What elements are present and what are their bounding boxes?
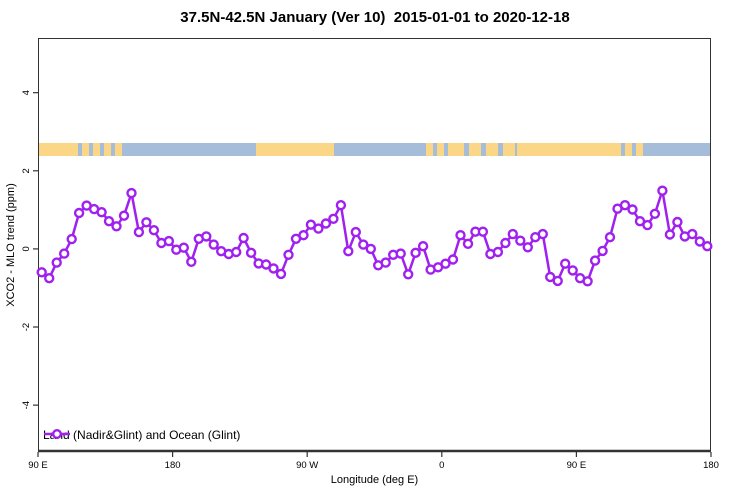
data-point-marker [403, 269, 414, 280]
data-point-marker [313, 223, 324, 234]
data-point-marker [96, 206, 107, 218]
legend: Land (Nadir&Glint) and Ocean (Glint) [43, 428, 240, 442]
band-segment-land [256, 143, 335, 156]
data-point-marker [410, 247, 421, 259]
data-point-marker [395, 248, 406, 259]
data-point-marker [492, 246, 504, 258]
data-point-marker [73, 207, 85, 219]
data-point-marker [440, 258, 451, 269]
data-point-marker [103, 215, 115, 227]
data-point-marker [111, 221, 122, 232]
y-tick-label: 2 [21, 168, 32, 173]
x-tick-label: 180 [165, 460, 181, 471]
data-point-marker [58, 248, 70, 259]
data-point-marker [230, 246, 242, 258]
data-point-marker [163, 235, 175, 247]
x-tick-label: 180 [703, 460, 719, 471]
data-point-marker [522, 242, 533, 253]
data-point-marker [305, 219, 317, 230]
data-point-marker [118, 210, 130, 221]
data-point-marker [597, 245, 608, 257]
y-tick-label: -2 [21, 323, 32, 331]
data-point-marker [141, 217, 152, 228]
x-tick-label: 90 W [296, 460, 318, 471]
data-point-marker [649, 208, 661, 220]
data-point-marker [702, 240, 713, 252]
data-point-marker [664, 229, 676, 240]
data-point-marker [477, 226, 489, 237]
data-point-marker [455, 229, 466, 241]
x-tick-label: 90 E [567, 460, 587, 471]
data-point-marker [44, 273, 55, 284]
x-tick-label: 0 [439, 460, 444, 471]
legend-label: Land (Nadir&Glint) and Ocean (Glint) [43, 428, 241, 442]
data-point-marker [133, 226, 145, 238]
land-ocean-map-band [38, 143, 711, 156]
data-point-marker [343, 245, 354, 257]
band-segment-land_mixed [452, 143, 517, 156]
data-point-marker [126, 187, 137, 199]
x-tick-label: 90 E [28, 460, 48, 471]
data-point-marker [245, 247, 257, 259]
data-point-marker [201, 231, 212, 242]
data-point-marker [687, 228, 698, 240]
plot-border [38, 38, 711, 452]
chart-title: 37.5N-42.5N January (Ver 10) 2015-01-01 … [180, 9, 570, 26]
data-point-marker [515, 235, 526, 246]
band-segment-mixed [621, 143, 644, 156]
y-tick-label: -4 [21, 401, 32, 409]
data-point-marker [417, 240, 429, 252]
data-point-marker [642, 219, 653, 231]
data-point-marker [627, 204, 638, 215]
data-point-marker [545, 271, 556, 283]
data-point-marker [589, 255, 601, 266]
data-point-marker [500, 237, 511, 249]
legend-marker-icon [44, 429, 70, 439]
data-point-marker [582, 276, 593, 287]
data-point-marker [365, 243, 376, 255]
data-point-marker [619, 199, 631, 211]
data-point-marker [604, 231, 616, 243]
data-point-marker [51, 257, 62, 268]
data-point-marker [358, 239, 369, 250]
data-point-marker [36, 267, 47, 278]
band-segment-mixed [422, 143, 453, 156]
data-point-marker [320, 218, 332, 229]
data-point-marker [178, 242, 190, 253]
data-point-marker [298, 229, 309, 241]
data-point-marker [275, 268, 287, 280]
data-point-marker [335, 199, 347, 211]
data-point-marker [328, 213, 339, 225]
data-point-marker [447, 254, 459, 265]
data-point-marker [380, 257, 391, 268]
band-segment-ocean [123, 143, 257, 156]
data-point-marker [208, 239, 219, 250]
data-point-marker [148, 224, 160, 236]
data-point-marker [268, 263, 279, 274]
x-axis-label: Longitude (deg E) [330, 474, 419, 486]
data-point-marker [283, 249, 294, 261]
band-segment-mixed [78, 143, 124, 156]
data-point-marker [350, 226, 361, 238]
y-tick-label: 4 [21, 90, 32, 95]
data-point-marker [462, 238, 474, 250]
band-segment-land [516, 143, 622, 156]
data-point-marker [507, 228, 518, 240]
data-point-marker [552, 275, 563, 287]
data-point-marker [560, 258, 571, 269]
data-point-marker [694, 236, 705, 247]
data-point-marker [672, 216, 683, 228]
data-point-marker [657, 185, 668, 196]
data-point-marker [537, 228, 548, 240]
band-segment-ocean [334, 143, 423, 156]
data-point-marker [567, 265, 578, 276]
data-point-marker [186, 256, 197, 267]
band-segment-land [38, 143, 79, 156]
band-segment-ocean [643, 143, 711, 156]
y-tick-label: 0 [21, 246, 32, 251]
data-point-marker [66, 233, 77, 245]
data-point-marker [238, 232, 249, 244]
